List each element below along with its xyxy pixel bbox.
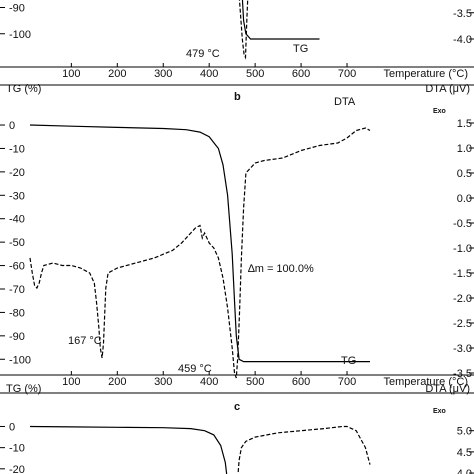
peak-temp-label: 167 °C — [68, 335, 102, 347]
y-left-tick-label: -90 — [9, 331, 25, 343]
y-left-tick-label: -90 — [9, 3, 25, 15]
peak-temp-label: 479 °C — [186, 48, 220, 60]
tg-curve — [241, 0, 320, 40]
y-left-tick-label: -70 — [9, 284, 25, 296]
y-right-tick-label: 0.5 — [457, 168, 472, 180]
y-right-tick-label: -3.5 — [453, 8, 472, 20]
x-tick-label: 400 — [200, 68, 218, 80]
y-right-tick-label: 1.0 — [457, 143, 472, 155]
x-tick-label: 300 — [154, 376, 172, 388]
dta-curve — [29, 127, 371, 379]
x-tick-label: 600 — [292, 68, 310, 80]
panel-c: 0 -10 -20 5.0 4.5 4.0 TG (%) DTA (μV) Exo c — [0, 383, 474, 474]
dta-curve-label: DTA — [334, 96, 356, 108]
y-right-tick-label: -4.0 — [453, 34, 472, 46]
y-left-tick-label: -100 — [9, 354, 31, 366]
y-left-axis-title: TG (%) — [6, 83, 41, 95]
x-tick-label: 700 — [338, 68, 356, 80]
y-left-tick-label: 0 — [9, 421, 15, 433]
dta-curve — [237, 425, 371, 474]
y-left-tick-label: -20 — [9, 167, 25, 179]
y-left-axis-title: TG (%) — [6, 383, 41, 395]
x-tick-label: 500 — [246, 376, 264, 388]
panel-letter: c — [234, 401, 240, 413]
y-left-tick-label: 0 — [9, 120, 15, 132]
y-right-tick-label: 4.5 — [457, 447, 472, 459]
x-tick-label: 600 — [292, 376, 310, 388]
y-right-tick-label: -2.0 — [453, 293, 472, 305]
x-tick-label: 200 — [108, 68, 126, 80]
y-left-tick-label: -100 — [9, 29, 31, 41]
y-left-tick-label: -50 — [9, 237, 25, 249]
panel-b: 100 200 300 400 500 600 700 Temperature (°C) 0 -1… — [0, 83, 474, 388]
x-tick-label: 100 — [62, 68, 80, 80]
x-axis-title: Temperature (°C) — [384, 68, 468, 80]
y-right-tick-label: 5.0 — [457, 426, 472, 438]
y-left-tick-label: -60 — [9, 261, 25, 273]
x-tick-label: 500 — [246, 68, 264, 80]
y-right-tick-label: -3.0 — [453, 343, 472, 355]
y-left-tick-label: -10 — [9, 143, 25, 155]
panel-a: 100 200 300 400 500 600 700 Temperature (°C) -90… — [0, 0, 474, 80]
mass-loss-label: ∆m = 100.0% — [248, 263, 314, 275]
y-left-tick-label: -40 — [9, 214, 25, 226]
y-left-tick-label: -20 — [9, 464, 25, 474]
tg-curve-label: TG — [341, 355, 356, 367]
x-tick-label: 400 — [200, 376, 218, 388]
peak-temp-label: 459 °C — [178, 363, 212, 375]
tg-curve-label: TG — [293, 43, 308, 55]
y-right-tick-label: 1.5 — [457, 118, 472, 130]
y-right-tick-label: -3.5 — [453, 368, 472, 380]
tg-curve — [29, 124, 370, 363]
y-right-axis-title: DTA (μV) — [425, 83, 470, 95]
x-tick-label: 700 — [338, 376, 356, 388]
y-left-tick-label: -80 — [9, 307, 25, 319]
tg-curve — [29, 425, 228, 474]
x-axis-title: Temperature (°C) — [384, 376, 468, 388]
x-tick-label: 300 — [154, 68, 172, 80]
y-right-tick-label: -1.0 — [453, 243, 472, 255]
y-left-tick-label: -10 — [9, 443, 25, 455]
y-right-tick-label: 0.0 — [457, 193, 472, 205]
exo-label: Exo — [433, 108, 446, 115]
y-right-tick-label: -2.5 — [453, 318, 472, 330]
exo-label: Exo — [433, 408, 446, 415]
y-right-tick-label: -0.5 — [453, 218, 472, 230]
y-right-axis-title: DTA (μV) — [425, 383, 470, 395]
x-tick-label: 100 — [62, 376, 80, 388]
y-right-tick-label: -1.5 — [453, 268, 472, 280]
y-left-tick-label: -30 — [9, 190, 25, 202]
x-tick-label: 200 — [108, 376, 126, 388]
panel-letter: b — [234, 91, 241, 103]
y-right-tick-label: 4.0 — [457, 468, 472, 474]
